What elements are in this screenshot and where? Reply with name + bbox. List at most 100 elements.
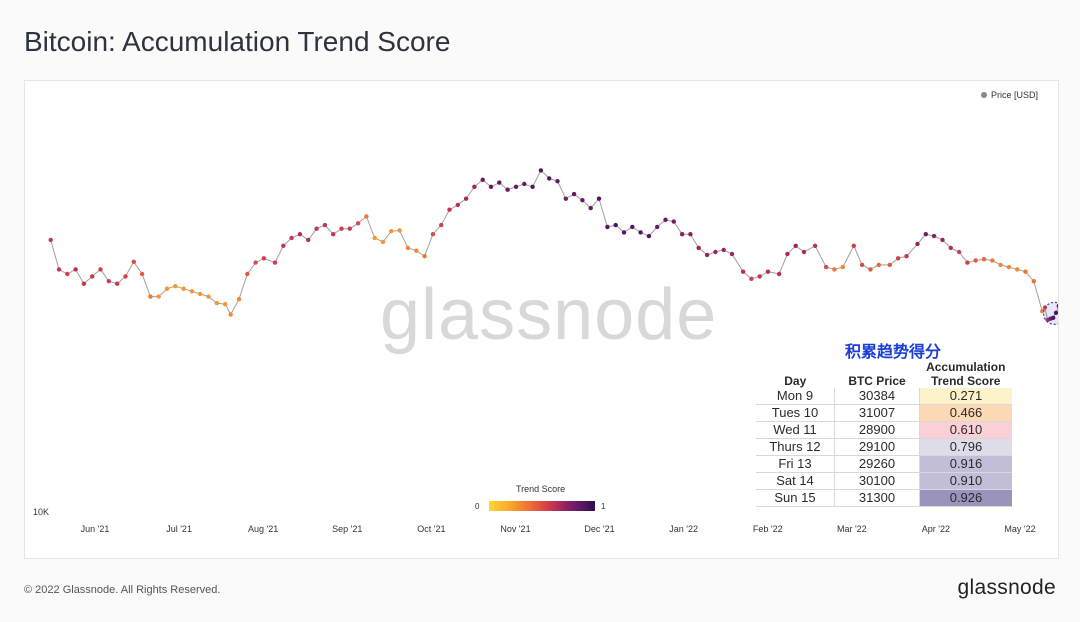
data-point[interactable] [1051, 315, 1056, 320]
data-point[interactable] [206, 294, 211, 299]
data-point[interactable] [832, 267, 837, 272]
data-point[interactable] [749, 276, 754, 281]
data-point[interactable] [547, 176, 552, 181]
data-point[interactable] [289, 235, 294, 241]
data-point[interactable] [236, 297, 242, 302]
data-point[interactable] [148, 294, 153, 299]
data-point[interactable] [513, 184, 519, 189]
data-point[interactable] [588, 205, 593, 211]
data-point[interactable] [123, 274, 128, 279]
data-point[interactable] [1031, 279, 1036, 284]
data-point[interactable] [1056, 303, 1058, 308]
data-point[interactable] [663, 217, 668, 222]
data-point[interactable] [679, 232, 685, 237]
data-point[interactable] [56, 267, 62, 272]
data-point[interactable] [253, 260, 258, 265]
data-point[interactable] [965, 260, 970, 265]
data-point[interactable] [297, 232, 303, 237]
data-point[interactable] [876, 262, 881, 268]
data-point[interactable] [776, 271, 782, 277]
data-point[interactable] [704, 252, 710, 258]
data-point[interactable] [131, 259, 136, 264]
data-point[interactable] [696, 245, 701, 251]
data-point[interactable] [1015, 267, 1020, 272]
data-point[interactable] [372, 235, 377, 241]
data-point[interactable] [940, 237, 945, 243]
data-point[interactable] [405, 245, 411, 251]
data-point[interactable] [688, 232, 693, 237]
data-point[interactable] [580, 198, 585, 203]
data-point[interactable] [98, 267, 103, 272]
data-point[interactable] [245, 271, 250, 277]
data-point[interactable] [1053, 310, 1058, 315]
data-point[interactable] [472, 184, 477, 189]
data-point[interactable] [915, 241, 920, 247]
data-point[interactable] [1023, 269, 1028, 274]
data-point[interactable] [156, 294, 161, 299]
data-point[interactable] [115, 281, 120, 286]
data-point[interactable] [306, 237, 311, 243]
data-point[interactable] [555, 179, 560, 184]
data-point[interactable] [721, 247, 726, 253]
data-point[interactable] [90, 274, 95, 279]
data-point[interactable] [538, 168, 544, 173]
data-point[interactable] [414, 248, 419, 253]
data-point[interactable] [228, 312, 233, 317]
data-point[interactable] [765, 269, 771, 274]
data-point[interactable] [851, 243, 856, 248]
data-point[interactable] [757, 274, 762, 279]
data-point[interactable] [530, 184, 535, 189]
data-point[interactable] [347, 226, 352, 231]
data-point[interactable] [364, 214, 369, 219]
data-point[interactable] [801, 249, 807, 255]
data-point[interactable] [505, 187, 510, 192]
data-point[interactable] [380, 239, 386, 245]
data-point[interactable] [981, 257, 987, 262]
data-point[interactable] [65, 271, 70, 277]
data-point[interactable] [956, 249, 962, 255]
data-point[interactable] [621, 230, 627, 235]
data-point[interactable] [480, 177, 485, 182]
data-point[interactable] [488, 184, 494, 189]
data-point[interactable] [173, 284, 178, 289]
data-point[interactable] [998, 262, 1003, 268]
data-point[interactable] [646, 233, 652, 239]
data-point[interactable] [630, 224, 635, 230]
data-point[interactable] [164, 286, 170, 291]
data-point[interactable] [596, 196, 602, 201]
data-point[interactable] [139, 271, 145, 277]
data-point[interactable] [223, 302, 228, 307]
data-point[interactable] [729, 251, 735, 257]
data-point[interactable] [214, 300, 220, 306]
data-point[interactable] [859, 262, 865, 268]
data-point[interactable] [261, 256, 267, 261]
data-point[interactable] [812, 243, 818, 248]
data-point[interactable] [497, 180, 502, 185]
data-point[interactable] [1040, 308, 1045, 314]
data-point[interactable] [840, 264, 845, 270]
data-point[interactable] [339, 226, 344, 231]
data-point[interactable] [397, 228, 402, 233]
data-point[interactable] [331, 232, 336, 237]
data-point[interactable] [422, 254, 427, 259]
data-point[interactable] [181, 286, 186, 291]
data-point[interactable] [272, 260, 278, 265]
data-point[interactable] [895, 256, 901, 261]
data-point[interactable] [785, 251, 790, 257]
data-point[interactable] [430, 232, 436, 237]
data-point[interactable] [638, 230, 643, 235]
data-point[interactable] [73, 267, 78, 272]
data-point[interactable] [740, 269, 746, 274]
data-point[interactable] [106, 279, 112, 284]
data-point[interactable] [1006, 264, 1012, 270]
data-point[interactable] [355, 221, 361, 226]
data-point[interactable] [887, 262, 892, 268]
data-point[interactable] [571, 191, 577, 197]
data-point[interactable] [605, 224, 610, 230]
data-point[interactable] [81, 281, 87, 286]
data-point[interactable] [198, 291, 203, 297]
data-point[interactable] [281, 243, 286, 248]
data-point[interactable] [439, 222, 444, 228]
data-point[interactable] [823, 264, 829, 270]
chart-legend[interactable]: Price [USD] [980, 90, 1038, 100]
